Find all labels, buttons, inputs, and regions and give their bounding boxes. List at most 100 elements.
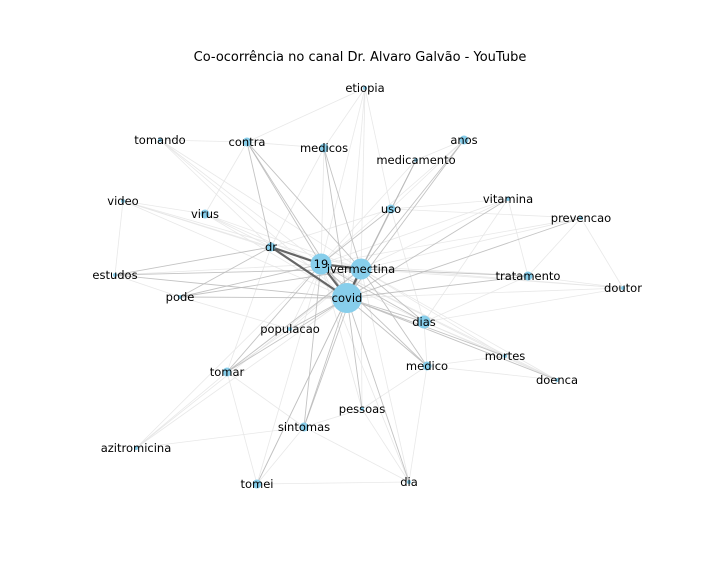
edge-contra-virus — [204, 141, 248, 215]
node-pode — [178, 295, 182, 299]
edge-tratamento-doutor — [527, 275, 624, 289]
node-label-tomar: tomar — [210, 365, 245, 379]
edge-ivermectina-tratamento — [360, 268, 529, 277]
node-vitamina — [506, 197, 510, 201]
edge-19-tomei — [256, 263, 322, 485]
edge-19-vitamina — [320, 198, 509, 265]
edge-dias-medico — [423, 321, 428, 367]
edge-19-prevencao — [320, 217, 582, 265]
edge-azitromicina-sintomas — [135, 426, 305, 449]
edge-tomei-dia — [256, 481, 410, 485]
node-anos — [459, 135, 469, 145]
edge-sintomas-tomei — [256, 426, 305, 485]
edge-covid-pode — [179, 296, 348, 299]
node-label-19: 19 — [314, 257, 329, 271]
edge-covid-dr — [270, 246, 348, 299]
node-populacao — [288, 327, 292, 331]
edge-populacao-tomar — [226, 328, 291, 373]
edge-estudos-video — [114, 200, 124, 276]
edge-covid-azitromicina — [135, 297, 348, 449]
node-sintomas — [299, 422, 309, 432]
node-label-doenca: doenca — [536, 373, 578, 387]
edge-covid-contra — [246, 141, 348, 299]
edge-covid-tomar — [226, 297, 348, 373]
node-ivermectina — [350, 258, 372, 280]
edge-sintomas-pessoas — [303, 408, 363, 428]
edge-19-azitromicina — [135, 263, 322, 449]
edge-covid-sintomas — [303, 297, 348, 428]
edge-19-medico — [320, 263, 428, 367]
node-label-pessoas: pessoas — [339, 402, 385, 416]
edge-covid-vitamina — [346, 198, 509, 299]
edge-19-contra — [246, 141, 322, 265]
node-label-doutor: doutor — [604, 281, 642, 295]
edge-covid-estudos — [114, 274, 348, 299]
edge-sintomas-dia — [303, 426, 410, 483]
edge-tratamento-vitamina — [507, 198, 529, 277]
node-label-video: video — [107, 194, 138, 208]
edge-19-sintomas — [303, 263, 322, 428]
node-label-medicos: medicos — [300, 141, 348, 155]
edge-vitamina-dias — [423, 198, 509, 323]
node-doenca — [555, 378, 559, 382]
node-etiopia — [363, 86, 367, 90]
node-tomei — [252, 479, 262, 489]
node-label-prevencao: prevencao — [551, 211, 611, 225]
node-estudos — [113, 273, 117, 277]
node-label-medicamento: medicamento — [376, 153, 455, 167]
edge-19-pode — [179, 263, 322, 298]
edge-tomar-sintomas — [226, 371, 305, 428]
node-mortes — [503, 354, 507, 358]
edge-covid-virus — [204, 213, 348, 299]
node-label-ivermectina: ivermectina — [327, 262, 395, 276]
node-pessoas — [360, 407, 364, 411]
node-dia — [407, 480, 411, 484]
edge-tratamento-prevencao — [527, 217, 582, 277]
node-prevencao — [579, 216, 583, 220]
edge-estudos-pode — [114, 274, 181, 298]
edge-prevencao-doutor — [580, 217, 624, 289]
edge-covid-video — [122, 200, 348, 299]
edge-19-pessoas — [320, 263, 363, 410]
edge-ivermectina-tomando — [159, 139, 362, 270]
edge-19-medicamento — [320, 159, 417, 265]
node-dias — [417, 315, 431, 329]
node-azitromicina — [134, 446, 138, 450]
edge-etiopia-uso — [364, 87, 392, 210]
edge-contra-medicos — [246, 141, 325, 149]
edge-ivermectina-doenca — [360, 268, 558, 381]
edge-medico-mortes — [426, 355, 506, 367]
node-label-anos: anos — [450, 133, 477, 147]
edge-19-medicos — [320, 147, 325, 265]
edge-uso-prevencao — [390, 208, 582, 219]
edge-19-populacao — [289, 263, 322, 330]
node-doutor — [621, 286, 625, 290]
edge-dr-virus — [204, 213, 272, 248]
edge-19-estudos — [114, 263, 322, 276]
node-tomar — [222, 367, 232, 377]
edge-uso-anos — [390, 139, 465, 210]
edge-layer-mid — [114, 139, 582, 485]
edge-mortes-doenca — [504, 355, 558, 381]
edge-medico-pessoas — [361, 365, 428, 410]
edge-populacao-pode — [179, 296, 291, 330]
node-label-tratamento: tratamento — [496, 269, 561, 283]
edge-ivermectina-vitamina — [360, 198, 509, 270]
edge-covid-etiopia — [346, 87, 366, 299]
node-label-dia: dia — [400, 475, 418, 489]
node-tratamento — [523, 271, 533, 281]
node-label-uso: uso — [381, 202, 401, 216]
edge-ivermectina-medicos — [323, 147, 362, 270]
edge-video-virus — [122, 200, 206, 215]
edge-dr-contra — [246, 141, 272, 248]
node-medicamento — [414, 158, 418, 162]
edge-medico-doenca — [426, 365, 558, 381]
edge-doutor-dias — [423, 287, 624, 323]
node-label-sintomas: sintomas — [278, 420, 330, 434]
node-medico — [422, 361, 432, 371]
edge-covid-doenca — [346, 297, 558, 381]
node-contra — [242, 137, 252, 147]
node-label-tomando: tomando — [134, 133, 185, 147]
edge-19-doenca — [320, 263, 558, 381]
